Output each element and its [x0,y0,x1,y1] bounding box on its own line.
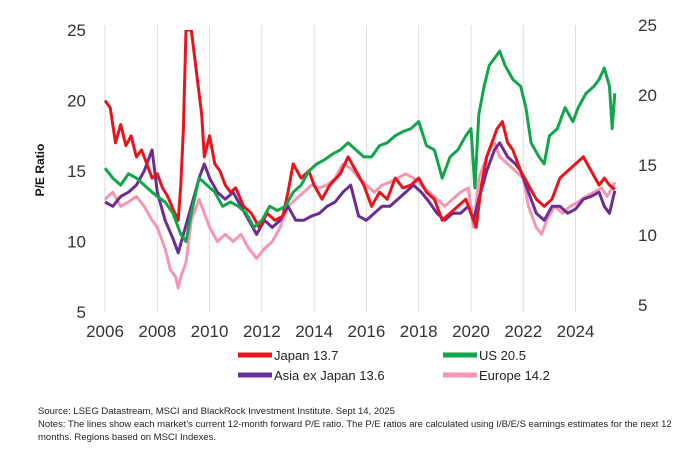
left-y-tick-label: 10 [67,233,86,252]
y-axis-label: P/E Ratio [33,144,47,197]
notes-line-2: months. Regions based on MSCI Indexes. [38,432,216,443]
x-axis-ticks: 2006 2008 2010 2012 2014 2016 2018 2020 2022 2024 [86,322,594,341]
pe-ratio-chart: 2006 2008 2010 2012 2014 2016 2018 2020 2022 2024… [33,16,657,383]
left-y-tick-label: 20 [67,92,86,111]
source-note: Source: LSEG Datastream, MSCI and BlackR… [38,406,395,417]
x-tick-label: 2006 [86,322,124,341]
legend-label-2: Asia ex Japan 13.6 [274,368,385,383]
notes-line-1: Notes: The lines show each market’s curr… [38,419,672,430]
legend-label-3: Europe 14.2 [479,368,550,383]
left-y-tick-label: 15 [67,162,86,181]
series-lines [103,30,617,290]
legend: Japan 13.7 US 20.5 Asia ex Japan 13.6 Europ… [238,348,550,383]
right-y-tick-label: 15 [638,156,657,175]
x-tick-label: 2018 [400,322,438,341]
x-tick-label: 2010 [191,322,229,341]
legend-label-1: US 20.5 [479,348,526,363]
x-tick-label: 2024 [557,322,595,341]
left-y-tick-label: 25 [67,21,86,40]
x-tick-label: 2014 [295,322,333,341]
series-line-0 [103,30,616,229]
left-y-axis-ticks: 5 10 15 20 25 [67,21,86,322]
grid-lines [104,25,577,312]
x-tick-label: 2022 [504,322,542,341]
x-tick-label: 2012 [243,322,281,341]
x-tick-label: 2020 [452,322,490,341]
right-y-tick-label: 10 [638,226,657,245]
right-y-tick-label: 20 [638,86,657,105]
right-y-tick-label: 25 [638,16,657,35]
series-line-2 [104,141,617,255]
legend-label-0: Japan 13.7 [274,348,338,363]
x-tick-label: 2008 [138,322,176,341]
series-line-1 [103,49,617,243]
x-tick-label: 2016 [348,322,386,341]
chart-notes: Source: LSEG Datastream, MSCI and BlackR… [38,405,678,444]
left-y-tick-label: 5 [77,303,86,322]
right-y-tick-label: 5 [638,296,647,315]
right-y-axis-ticks: 5 10 15 20 25 [638,16,657,315]
